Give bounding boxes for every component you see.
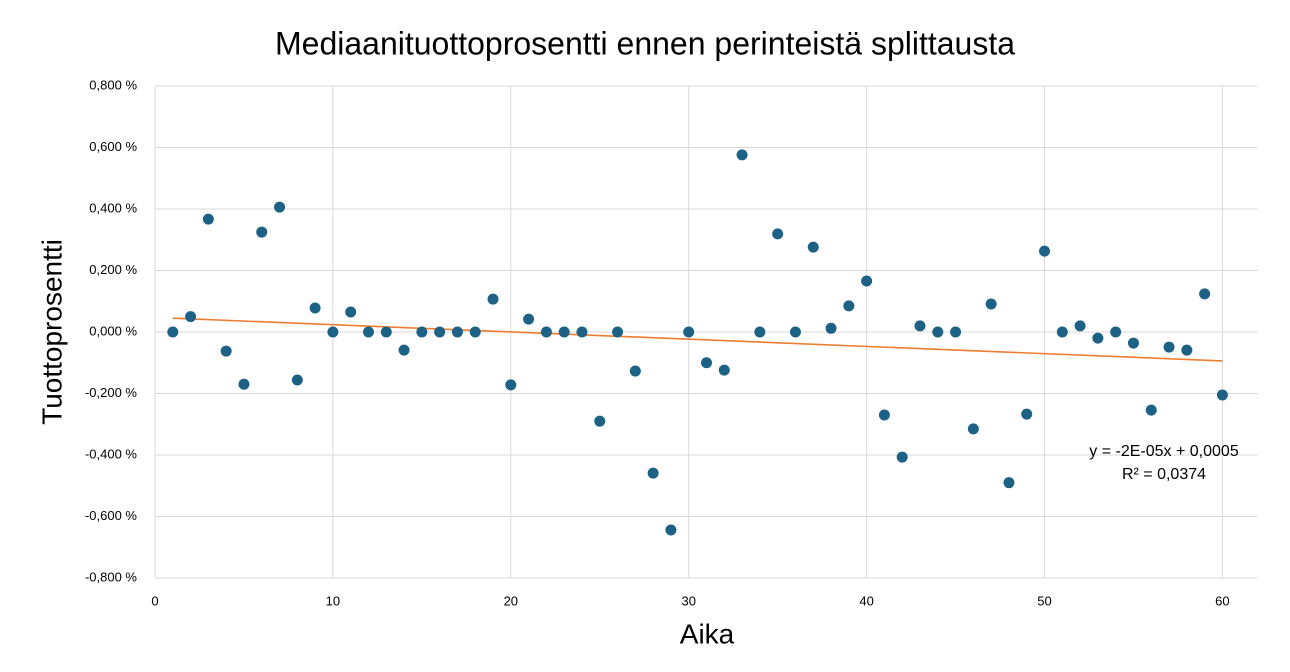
point <box>1110 326 1122 338</box>
point <box>487 293 499 305</box>
point <box>345 306 357 318</box>
point <box>683 326 695 338</box>
point <box>789 326 801 338</box>
point <box>1039 245 1051 257</box>
point <box>416 326 428 338</box>
point <box>932 326 944 338</box>
point <box>291 374 303 386</box>
y-tick-label: 0,400 % <box>89 200 137 215</box>
point <box>1056 326 1068 338</box>
point <box>1163 341 1175 353</box>
x-tick-label: 60 <box>1215 593 1229 608</box>
point <box>914 320 926 332</box>
point <box>612 326 624 338</box>
x-tick-label: 0 <box>151 593 158 608</box>
point <box>1145 404 1157 416</box>
y-axis-label: Tuottoprosentti <box>36 239 67 425</box>
point <box>825 322 837 334</box>
point <box>256 226 268 238</box>
point <box>380 326 392 338</box>
y-tick-label: -0,800 % <box>85 569 137 584</box>
trendline-r-squared: R² = 0,0374 <box>1122 466 1206 483</box>
point <box>523 313 535 325</box>
point <box>1127 337 1139 349</box>
point <box>736 149 748 161</box>
point <box>647 467 659 479</box>
point <box>843 300 855 312</box>
x-tick-label: 50 <box>1037 593 1051 608</box>
y-tick-label: -0,600 % <box>85 508 137 523</box>
point <box>1074 320 1086 332</box>
point <box>1003 477 1015 489</box>
x-axis-label: Aika <box>680 618 735 649</box>
point <box>202 213 214 225</box>
point <box>309 302 321 314</box>
point <box>398 344 410 356</box>
x-tick-label: 40 <box>859 593 873 608</box>
point <box>362 326 374 338</box>
y-tick-label: -0,400 % <box>85 446 137 461</box>
point <box>896 451 908 463</box>
point <box>469 326 481 338</box>
point <box>772 228 784 240</box>
point <box>1216 389 1228 401</box>
point <box>558 326 570 338</box>
point <box>967 423 979 435</box>
point <box>1092 332 1104 344</box>
point <box>540 326 552 338</box>
point <box>1199 288 1211 300</box>
point <box>861 275 873 287</box>
y-tick-label: 0,000 % <box>89 323 137 338</box>
point <box>505 379 517 391</box>
point <box>665 524 677 536</box>
point <box>878 409 890 421</box>
point <box>718 364 730 376</box>
y-tick-label: 0,800 % <box>89 77 137 92</box>
trendline <box>172 317 1223 362</box>
point <box>807 241 819 253</box>
point <box>238 378 250 390</box>
y-tick-label: 0,600 % <box>89 139 137 154</box>
point <box>594 415 606 427</box>
x-tick-label: 20 <box>504 593 518 608</box>
point <box>1181 344 1193 356</box>
trendline-equation: y = -2E-05x + 0,0005 <box>1089 443 1239 460</box>
x-tick-label: 10 <box>326 593 340 608</box>
point <box>185 311 197 323</box>
y-tick-label: 0,200 % <box>89 262 137 277</box>
chart-title: Mediaanituottoprosentti ennen perinteist… <box>275 25 1015 61</box>
point <box>451 326 463 338</box>
point <box>327 326 339 338</box>
y-tick-label: -0,200 % <box>85 385 137 400</box>
point <box>985 298 997 310</box>
point <box>629 365 641 377</box>
point <box>754 326 766 338</box>
point <box>220 345 232 357</box>
point <box>167 326 179 338</box>
point <box>274 201 286 213</box>
point <box>950 326 962 338</box>
point <box>1021 408 1033 420</box>
point <box>434 326 446 338</box>
point <box>701 357 712 369</box>
x-tick-label: 30 <box>681 593 695 608</box>
point <box>576 326 588 338</box>
